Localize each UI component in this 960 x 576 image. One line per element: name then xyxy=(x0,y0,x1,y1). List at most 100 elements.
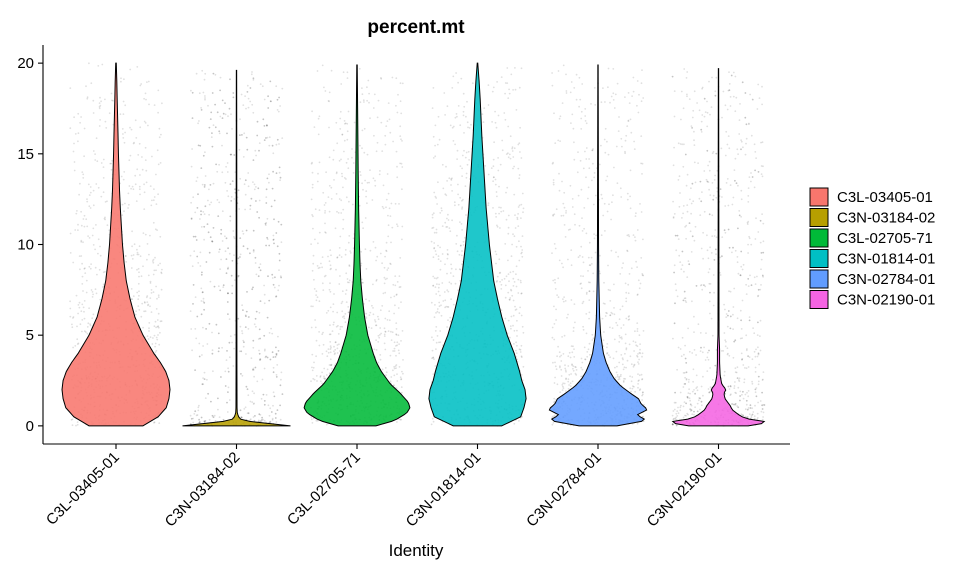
jitter-point xyxy=(368,101,370,104)
jitter-point xyxy=(388,118,391,121)
jitter-point xyxy=(734,249,737,252)
jitter-point xyxy=(728,246,731,249)
jitter-point xyxy=(512,299,515,302)
jitter-point xyxy=(393,295,396,298)
jitter-point xyxy=(153,334,156,337)
jitter-point xyxy=(143,191,146,194)
jitter-point xyxy=(616,82,619,85)
jitter-point xyxy=(446,289,449,291)
jitter-point xyxy=(82,177,85,179)
jitter-point xyxy=(225,237,228,240)
jitter-point xyxy=(507,259,509,262)
jitter-point xyxy=(565,73,567,76)
jitter-point xyxy=(77,140,79,143)
jitter-point xyxy=(253,402,256,405)
jitter-point xyxy=(468,127,471,129)
jitter-point xyxy=(278,269,280,271)
jitter-point xyxy=(246,291,248,293)
jitter-point xyxy=(512,156,515,158)
jitter-point xyxy=(708,349,710,352)
jitter-point xyxy=(147,124,149,127)
jitter-point xyxy=(514,88,517,91)
jitter-point xyxy=(218,347,220,349)
jitter-point xyxy=(551,84,554,87)
jitter-point xyxy=(81,330,83,333)
jitter-point xyxy=(332,310,334,313)
jitter-point xyxy=(329,358,332,361)
jitter-point xyxy=(761,391,763,394)
jitter-point xyxy=(201,183,204,186)
jitter-point xyxy=(191,148,194,150)
jitter-point xyxy=(508,92,511,95)
jitter-point xyxy=(227,313,229,315)
jitter-point xyxy=(271,332,274,335)
jitter-point xyxy=(678,175,681,178)
jitter-point xyxy=(554,361,556,364)
jitter-point xyxy=(384,317,387,320)
jitter-point xyxy=(317,117,320,120)
jitter-point xyxy=(571,113,574,116)
jitter-point xyxy=(276,409,279,411)
jitter-point xyxy=(513,147,516,150)
jitter-point xyxy=(261,378,264,381)
jitter-point xyxy=(641,378,644,380)
jitter-point xyxy=(394,365,397,367)
jitter-point xyxy=(504,284,507,287)
jitter-point xyxy=(564,369,567,372)
jitter-point xyxy=(504,118,507,121)
jitter-point xyxy=(202,326,204,329)
jitter-point xyxy=(756,334,759,336)
jitter-point xyxy=(85,291,88,294)
jitter-point xyxy=(333,293,335,295)
jitter-point xyxy=(159,162,162,164)
jitter-point xyxy=(435,348,437,350)
jitter-point xyxy=(579,98,582,101)
jitter-point xyxy=(450,179,453,181)
jitter-point xyxy=(91,291,94,293)
jitter-point xyxy=(503,112,506,114)
jitter-point xyxy=(340,83,343,85)
jitter-point xyxy=(432,275,435,278)
jitter-point xyxy=(640,100,643,103)
jitter-point xyxy=(634,330,636,333)
jitter-point xyxy=(553,397,556,400)
jitter-point xyxy=(341,172,343,175)
jitter-point xyxy=(212,227,215,229)
jitter-point xyxy=(588,311,591,314)
jitter-point xyxy=(517,213,519,215)
jitter-point xyxy=(320,262,322,265)
jitter-point xyxy=(365,312,368,315)
jitter-point xyxy=(278,252,281,255)
jitter-point xyxy=(105,127,108,129)
jitter-point xyxy=(200,210,202,213)
jitter-point xyxy=(313,361,315,364)
jitter-point xyxy=(462,92,465,95)
jitter-point xyxy=(739,399,741,402)
jitter-point xyxy=(602,302,605,305)
jitter-point xyxy=(682,405,685,408)
jitter-point xyxy=(604,101,606,103)
jitter-point xyxy=(633,363,636,366)
jitter-point xyxy=(591,149,594,152)
jitter-point xyxy=(445,226,448,228)
jitter-point xyxy=(227,247,230,250)
jitter-point xyxy=(399,257,402,259)
jitter-point xyxy=(278,166,281,169)
jitter-point xyxy=(732,306,735,308)
jitter-point xyxy=(254,317,257,320)
jitter-point xyxy=(521,415,523,418)
jitter-point xyxy=(325,350,328,353)
jitter-point xyxy=(503,277,506,280)
jitter-point xyxy=(568,384,570,386)
jitter-point xyxy=(352,162,355,164)
jitter-point xyxy=(551,72,553,74)
jitter-point xyxy=(387,235,390,238)
jitter-point xyxy=(554,376,556,379)
jitter-point xyxy=(584,150,586,153)
jitter-point xyxy=(97,238,100,241)
jitter-point xyxy=(435,277,438,280)
jitter-point xyxy=(194,369,197,371)
jitter-point xyxy=(737,406,740,409)
jitter-point xyxy=(372,177,375,180)
jitter-point xyxy=(461,250,463,252)
